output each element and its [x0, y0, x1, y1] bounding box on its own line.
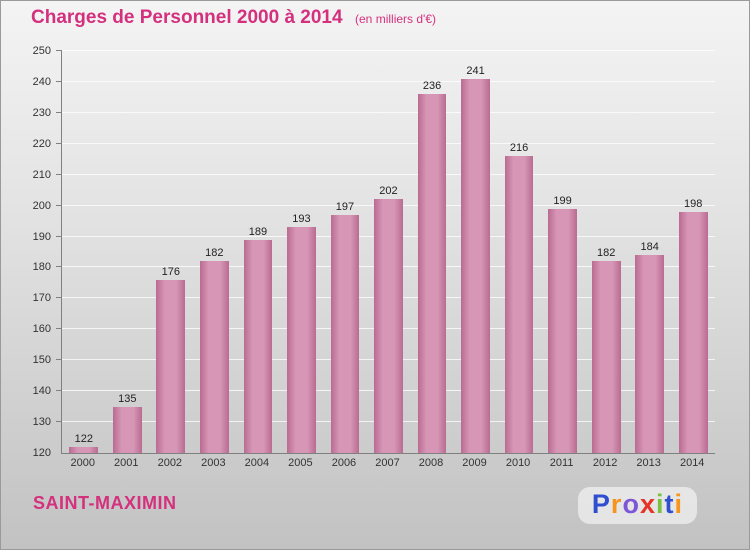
- bar-slot: 197: [323, 51, 367, 453]
- bar: [287, 227, 316, 453]
- bar: [417, 94, 447, 453]
- y-tick-label: 230: [32, 106, 51, 119]
- x-tick-label: 2011: [549, 457, 574, 469]
- bar-value-label: 182: [596, 247, 616, 260]
- chart-subtitle: (en milliers d'€): [355, 12, 436, 26]
- y-tick-label: 190: [32, 230, 51, 243]
- logo-letter: o: [622, 489, 640, 519]
- city-label: SAINT-MAXIMIN: [33, 493, 177, 513]
- gridline: [56, 50, 715, 51]
- bar-slot: 216: [497, 51, 541, 453]
- bar: [591, 261, 621, 453]
- logo-letter: r: [610, 489, 623, 519]
- x-tick-label: 2006: [331, 457, 357, 469]
- bar: [156, 279, 186, 453]
- x-tick-label: 2008: [418, 457, 444, 469]
- bar-slot: 182: [193, 51, 237, 453]
- y-axis: 120 130 140 150 160 170 180 190 200 210 220 230 240 2…: [1, 45, 57, 459]
- bar-slot: 135: [106, 51, 150, 453]
- bar-slot: 236: [410, 51, 454, 453]
- chart-title: Charges de Personnel 2000 à 2014: [31, 7, 343, 28]
- bar-slot: 189: [236, 51, 280, 453]
- y-tick-label: 200: [32, 199, 51, 212]
- x-tick-label: 2013: [636, 457, 661, 469]
- gridline: [56, 173, 715, 175]
- x-tick-label: 2007: [375, 457, 400, 469]
- bar: [69, 446, 99, 453]
- y-tick-label: 120: [32, 447, 51, 459]
- bar: [548, 208, 577, 453]
- x-tick-label: 2002: [157, 457, 183, 469]
- bar-value-label: 184: [640, 241, 659, 254]
- x-tick-label: 2001: [114, 457, 139, 469]
- x-axis: 2000 2001 2002 2003 2004 2005 2006 2007 2008 2009…: [61, 457, 714, 469]
- x-tick-label: 2010: [505, 457, 531, 469]
- y-tick-label: 170: [32, 292, 51, 305]
- bar-slot: 199: [541, 51, 585, 453]
- logo-letter: x: [639, 489, 656, 519]
- bar-slot: 122: [62, 51, 106, 453]
- y-tick-label: 140: [32, 385, 51, 398]
- bar-slot: 202: [367, 51, 411, 453]
- bar: [243, 239, 273, 453]
- y-tick-label: 250: [32, 45, 51, 57]
- y-tick-label: 130: [32, 416, 51, 429]
- bar: [330, 214, 360, 453]
- bars-container: 122 135 176 182 189 193 197 202 236 241 216 199 182 1…: [62, 51, 715, 453]
- bar-slot: 184: [628, 51, 672, 453]
- bar-slot: 182: [584, 51, 628, 453]
- bar-value-label: 198: [684, 197, 703, 210]
- x-tick-label: 2003: [201, 457, 226, 469]
- bar-value-label: 193: [292, 213, 311, 226]
- bar: [200, 261, 229, 453]
- x-tick-label: 2014: [679, 457, 705, 469]
- y-tick-label: 160: [32, 323, 51, 336]
- bar-slot: 198: [671, 51, 715, 453]
- bar-value-label: 122: [74, 432, 93, 445]
- chart-header: Charges de Personnel 2000 à 2014 (en mil…: [31, 7, 436, 29]
- bar-slot: 193: [280, 51, 324, 453]
- y-tick-label: 220: [32, 137, 51, 150]
- logo-letter: P: [591, 489, 611, 519]
- bar: [461, 78, 490, 453]
- bar: [374, 199, 403, 453]
- gridline: [56, 142, 715, 144]
- y-tick-label: 180: [32, 261, 51, 274]
- x-tick-label: 2000: [70, 457, 95, 469]
- x-tick-label: 2004: [244, 457, 270, 469]
- x-tick-label: 2005: [288, 457, 313, 469]
- y-tick-label: 210: [32, 168, 51, 181]
- x-tick-label: 2012: [592, 457, 618, 469]
- bar: [678, 211, 708, 453]
- proxiti-logo: Proxiti: [577, 487, 697, 524]
- bar-value-label: 197: [335, 200, 355, 213]
- bar-value-label: 236: [422, 80, 442, 93]
- bar-slot: 176: [149, 51, 193, 453]
- bar-value-label: 241: [466, 64, 485, 77]
- gridline: [56, 80, 715, 82]
- logo-letter: t: [664, 489, 675, 519]
- bar-value-label: 202: [379, 185, 398, 198]
- y-tick-label: 150: [32, 354, 51, 367]
- y-tick-label: 240: [32, 75, 51, 88]
- bar: [112, 406, 142, 453]
- bar-value-label: 199: [553, 194, 572, 207]
- bar-slot: 241: [454, 51, 498, 453]
- bar-value-label: 176: [161, 265, 180, 278]
- bar-value-label: 216: [509, 142, 529, 155]
- bar: [504, 156, 534, 453]
- plot-area: 122 135 176 182 189 193 197 202 236 241 216 199 182 1…: [56, 50, 715, 454]
- bar-value-label: 182: [205, 247, 224, 260]
- logo-letter: i: [655, 489, 665, 519]
- bar-value-label: 135: [118, 392, 137, 405]
- bar-value-label: 189: [248, 225, 268, 238]
- gridline: [56, 111, 715, 113]
- x-tick-label: 2009: [462, 457, 487, 469]
- bar: [635, 255, 665, 453]
- logo-letter: i: [674, 489, 683, 519]
